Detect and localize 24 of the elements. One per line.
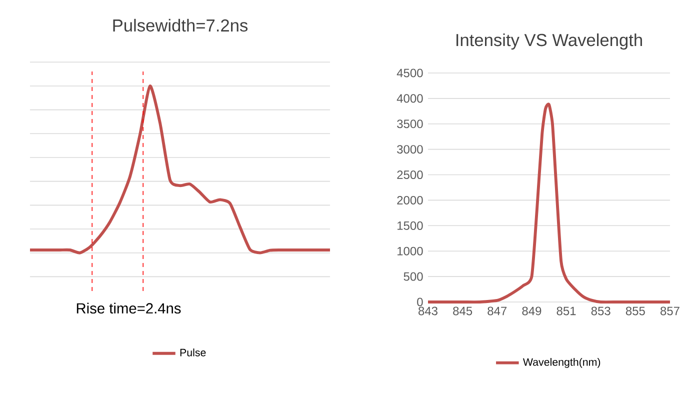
x-tick-label: 845 <box>453 306 472 316</box>
y-tick-label: 1000 <box>398 246 423 256</box>
x-tick-label: 847 <box>488 306 507 316</box>
x-tick-label: 851 <box>556 306 576 316</box>
legend-label: Pulse <box>180 348 206 356</box>
y-tick-label: 4000 <box>396 94 423 103</box>
y-tick-label: 0 <box>417 298 423 306</box>
x-tick-label: 843 <box>418 306 438 316</box>
y-tick-label: 500 <box>404 272 423 281</box>
x-tick-label: 853 <box>591 306 610 316</box>
chart-title: Intensity VS Wavelength <box>456 33 642 50</box>
chart-title: Pulsewidth=7.2ns <box>113 18 248 32</box>
y-tick-label: 2500 <box>397 170 423 180</box>
x-tick-label: 855 <box>626 306 645 316</box>
y-tick-label: 2000 <box>397 196 423 204</box>
text: Rise time=2.4ns <box>76 302 181 314</box>
line-series <box>426 103 672 304</box>
x-tick-label: 849 <box>522 306 542 316</box>
y-tick-label: 3000 <box>397 145 423 154</box>
legend-label: Wavelength(nm) <box>522 358 600 368</box>
y-tick-label: 3500 <box>397 120 423 128</box>
y-tick-label: 4500 <box>396 68 423 78</box>
x-tick-label: 857 <box>660 306 680 316</box>
y-tick-label: 1500 <box>398 221 423 230</box>
